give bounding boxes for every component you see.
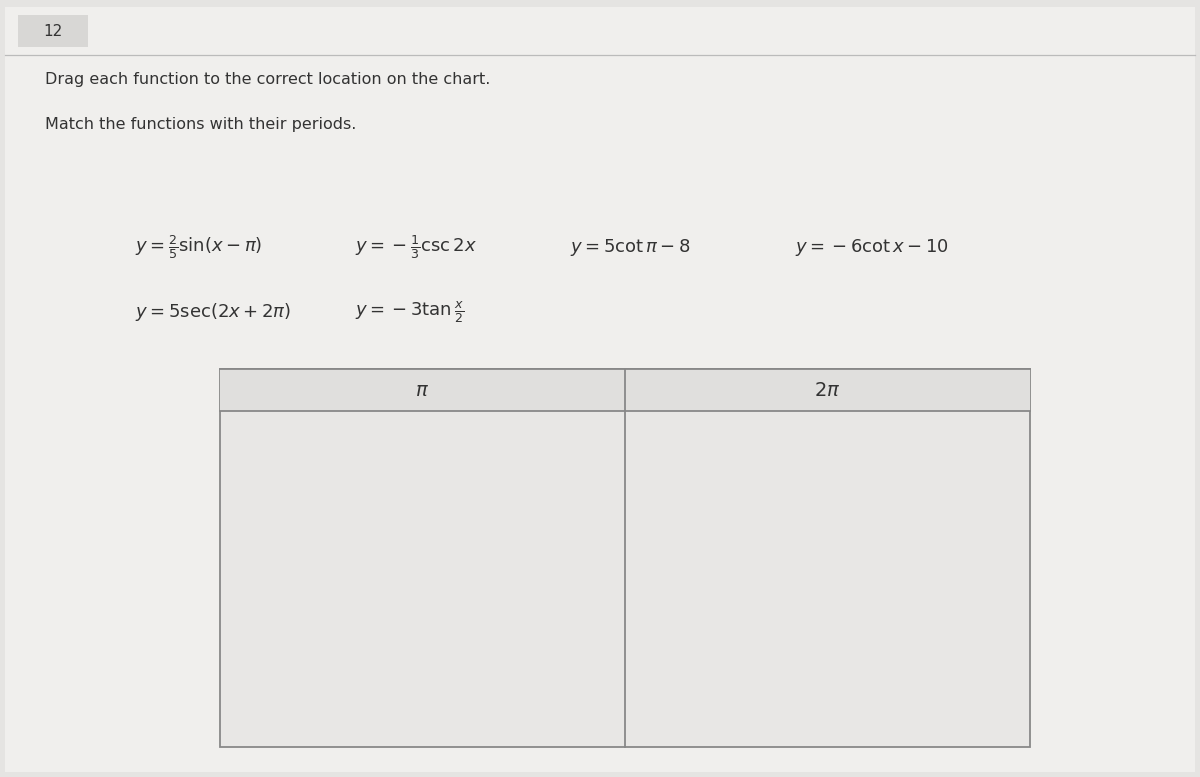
Text: $y = 5\mathrm{sec}(2x + 2\pi)$: $y = 5\mathrm{sec}(2x + 2\pi)$ (134, 301, 290, 323)
Text: $y = -3\mathrm{tan}\,\frac{x}{2}$: $y = -3\mathrm{tan}\,\frac{x}{2}$ (355, 299, 464, 325)
Bar (220, 369, 1030, 411)
Text: $y = -6\mathrm{cot}\,x - 10$: $y = -6\mathrm{cot}\,x - 10$ (796, 236, 949, 257)
Text: 12: 12 (43, 23, 62, 39)
Text: $\pi$: $\pi$ (415, 381, 430, 399)
Text: Drag each function to the correct location on the chart.: Drag each function to the correct locati… (46, 72, 491, 87)
Text: Match the functions with their periods.: Match the functions with their periods. (46, 117, 356, 132)
Text: $y = 5\mathrm{cot}\,\pi - 8$: $y = 5\mathrm{cot}\,\pi - 8$ (570, 236, 691, 257)
Text: $2\pi$: $2\pi$ (815, 381, 841, 399)
Text: $y = \frac{2}{5}\mathrm{sin}(x - \pi)$: $y = \frac{2}{5}\mathrm{sin}(x - \pi)$ (134, 233, 263, 261)
Text: $y = -\frac{1}{3}\mathrm{csc}\,2x$: $y = -\frac{1}{3}\mathrm{csc}\,2x$ (355, 233, 476, 261)
Bar (220, 369, 1030, 747)
Bar (18, 15, 88, 47)
